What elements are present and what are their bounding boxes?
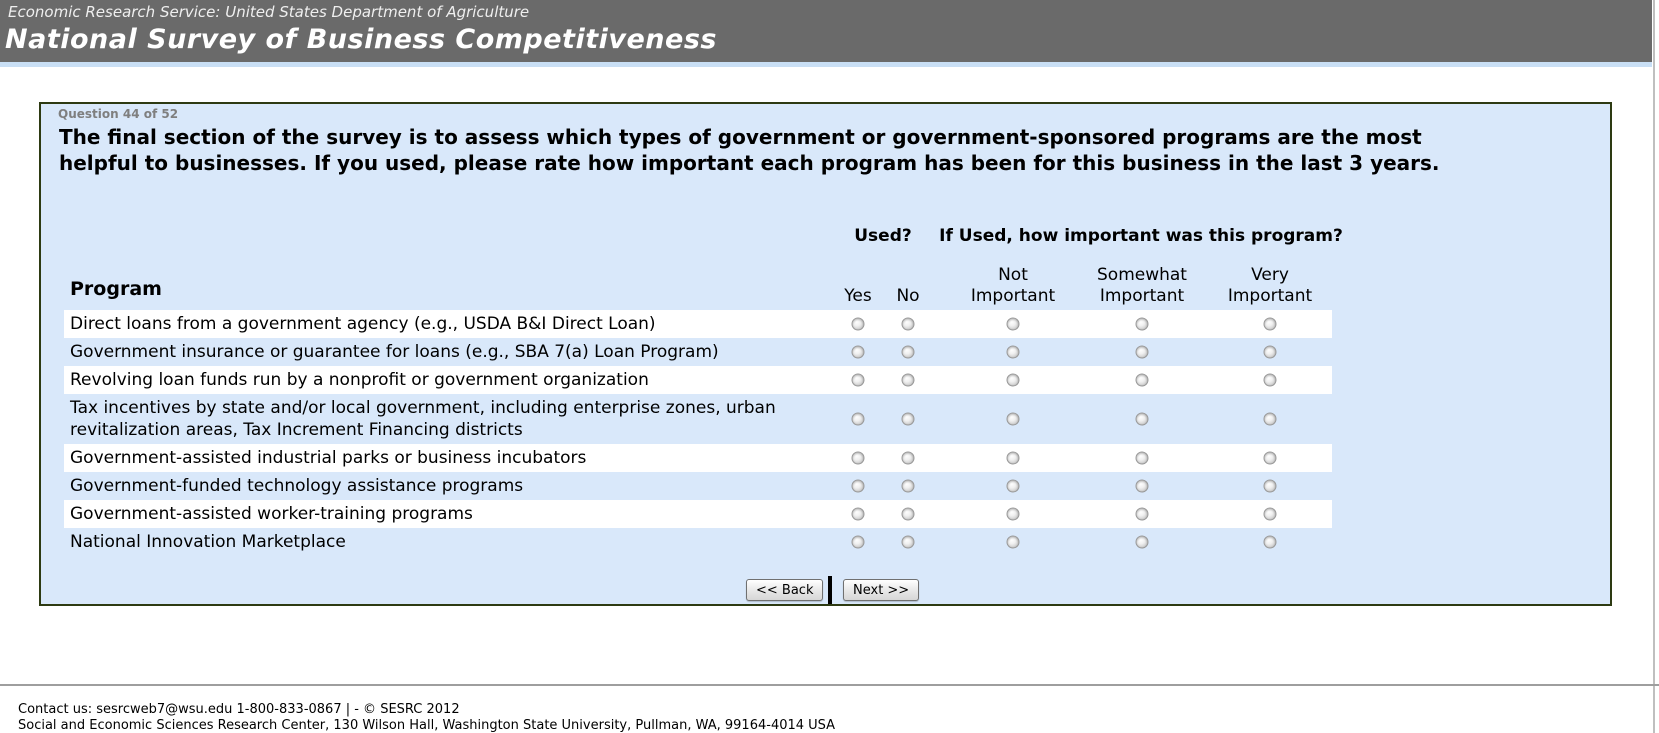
program-table-rows: Direct loans from a government agency (e… bbox=[64, 310, 1332, 556]
table-row: Government-assisted worker-training prog… bbox=[64, 500, 1332, 528]
back-button[interactable]: << Back bbox=[746, 579, 824, 601]
radio-somewhat-important[interactable] bbox=[1135, 412, 1149, 426]
radio-very-important[interactable] bbox=[1263, 535, 1277, 549]
table-header: Used? If Used, how important was this pr… bbox=[64, 222, 1343, 310]
program-label: Government-assisted worker-training prog… bbox=[70, 504, 473, 524]
radio-no[interactable] bbox=[901, 317, 915, 331]
program-label: Tax incentives by state and/or local gov… bbox=[70, 398, 776, 440]
radio-yes[interactable] bbox=[851, 507, 865, 521]
radio-yes[interactable] bbox=[851, 412, 865, 426]
radio-yes[interactable] bbox=[851, 345, 865, 359]
radio-not-important[interactable] bbox=[1006, 345, 1020, 359]
table-row: National Innovation Marketplace bbox=[64, 528, 1332, 556]
radio-yes[interactable] bbox=[851, 535, 865, 549]
footer-divider bbox=[0, 684, 1659, 686]
radio-somewhat-important[interactable] bbox=[1135, 451, 1149, 465]
program-label: Revolving loan funds run by a nonprofit … bbox=[70, 370, 649, 390]
radio-very-important[interactable] bbox=[1263, 507, 1277, 521]
program-label: National Innovation Marketplace bbox=[70, 532, 346, 552]
radio-not-important[interactable] bbox=[1006, 479, 1020, 493]
table-row: Government-assisted industrial parks or … bbox=[64, 444, 1332, 472]
header-accent-strip bbox=[0, 62, 1652, 67]
next-button[interactable]: Next >> bbox=[843, 579, 920, 601]
radio-not-important[interactable] bbox=[1006, 451, 1020, 465]
radio-somewhat-important[interactable] bbox=[1135, 535, 1149, 549]
table-row: Government insurance or guarantee for lo… bbox=[64, 338, 1332, 366]
button-separator: | bbox=[828, 576, 832, 604]
question-text: The final section of the survey is to as… bbox=[59, 125, 1440, 175]
question-progress: Question 44 of 52 bbox=[58, 107, 179, 121]
program-label: Government-funded technology assistance … bbox=[70, 476, 524, 496]
radio-no[interactable] bbox=[901, 535, 915, 549]
radio-not-important[interactable] bbox=[1006, 507, 1020, 521]
radio-somewhat-important[interactable] bbox=[1135, 373, 1149, 387]
program-label: Direct loans from a government agency (e… bbox=[70, 314, 656, 334]
program-label: Government insurance or guarantee for lo… bbox=[70, 342, 719, 362]
radio-no[interactable] bbox=[901, 373, 915, 387]
radio-no[interactable] bbox=[901, 507, 915, 521]
radio-somewhat-important[interactable] bbox=[1135, 479, 1149, 493]
used-column-group-header: Used? bbox=[854, 226, 912, 246]
radio-not-important[interactable] bbox=[1006, 317, 1020, 331]
radio-yes[interactable] bbox=[851, 479, 865, 493]
table-row: Direct loans from a government agency (e… bbox=[64, 310, 1332, 338]
radio-yes[interactable] bbox=[851, 451, 865, 465]
table-row: Revolving loan funds run by a nonprofit … bbox=[64, 366, 1332, 394]
radio-not-important[interactable] bbox=[1006, 373, 1020, 387]
radio-very-important[interactable] bbox=[1263, 451, 1277, 465]
program-label: Government-assisted industrial parks or … bbox=[70, 448, 587, 468]
radio-very-important[interactable] bbox=[1263, 479, 1277, 493]
survey-panel: Question 44 of 52 The final section of t… bbox=[39, 102, 1612, 606]
radio-somewhat-important[interactable] bbox=[1135, 507, 1149, 521]
column-header-yes: Yes bbox=[844, 286, 872, 306]
radio-somewhat-important[interactable] bbox=[1135, 345, 1149, 359]
table-row: Tax incentives by state and/or local gov… bbox=[64, 394, 1332, 444]
agency-subtitle: Economic Research Service: United States… bbox=[8, 3, 530, 21]
radio-no[interactable] bbox=[901, 479, 915, 493]
radio-very-important[interactable] bbox=[1263, 412, 1277, 426]
radio-no[interactable] bbox=[901, 345, 915, 359]
header-bar: Economic Research Service: United States… bbox=[0, 0, 1652, 62]
footer-address-line: Social and Economic Sciences Research Ce… bbox=[18, 718, 836, 733]
radio-not-important[interactable] bbox=[1006, 535, 1020, 549]
column-header-no: No bbox=[896, 286, 920, 306]
radio-no[interactable] bbox=[901, 451, 915, 465]
importance-column-group-header: If Used, how important was this program? bbox=[939, 226, 1343, 246]
radio-very-important[interactable] bbox=[1263, 345, 1277, 359]
radio-very-important[interactable] bbox=[1263, 317, 1277, 331]
radio-no[interactable] bbox=[901, 412, 915, 426]
table-row: Government-funded technology assistance … bbox=[64, 472, 1332, 500]
radio-yes[interactable] bbox=[851, 373, 865, 387]
column-header-not-important: Not Important bbox=[970, 265, 1056, 306]
window-edge-line bbox=[1653, 0, 1655, 733]
radio-not-important[interactable] bbox=[1006, 412, 1020, 426]
program-column-header: Program bbox=[70, 278, 162, 300]
column-header-somewhat-important: Somewhat Important bbox=[1097, 265, 1187, 306]
page-title: National Survey of Business Competitiven… bbox=[5, 24, 717, 55]
radio-somewhat-important[interactable] bbox=[1135, 317, 1149, 331]
footer-contact-line: Contact us: sesrcweb7@wsu.edu 1-800-833-… bbox=[18, 702, 460, 717]
column-header-very-important: Very Important bbox=[1227, 265, 1313, 306]
radio-very-important[interactable] bbox=[1263, 373, 1277, 387]
radio-yes[interactable] bbox=[851, 317, 865, 331]
